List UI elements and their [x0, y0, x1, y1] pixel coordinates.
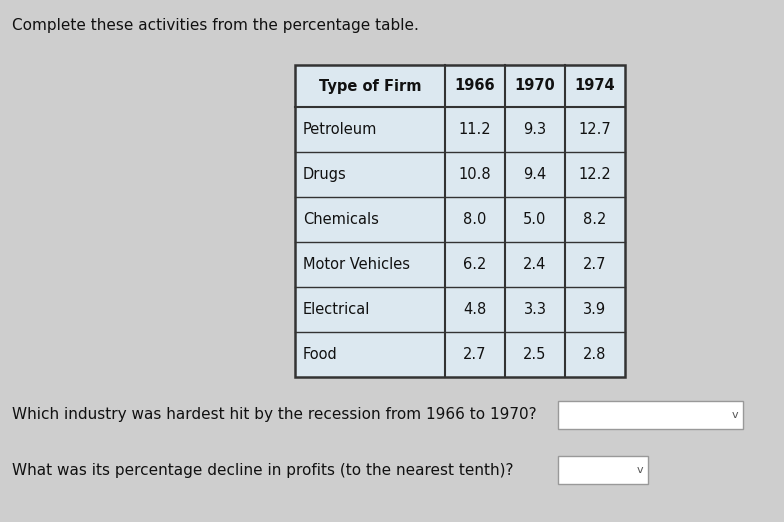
Text: 10.8: 10.8 — [459, 167, 492, 182]
Bar — [295, 65, 625, 377]
Text: Electrical: Electrical — [303, 302, 370, 317]
Text: v: v — [637, 465, 644, 475]
Text: 1970: 1970 — [514, 78, 555, 93]
Text: 11.2: 11.2 — [459, 122, 492, 137]
Text: 12.7: 12.7 — [579, 122, 612, 137]
Text: 6.2: 6.2 — [463, 257, 487, 272]
Text: 8.0: 8.0 — [463, 212, 487, 227]
Text: 3.3: 3.3 — [524, 302, 546, 317]
Text: 9.3: 9.3 — [524, 122, 546, 137]
Text: Complete these activities from the percentage table.: Complete these activities from the perce… — [12, 18, 419, 33]
Text: 2.4: 2.4 — [523, 257, 546, 272]
Text: 9.4: 9.4 — [524, 167, 546, 182]
Text: Chemicals: Chemicals — [303, 212, 379, 227]
Bar — [558, 401, 743, 429]
Text: Drugs: Drugs — [303, 167, 347, 182]
Text: 1966: 1966 — [455, 78, 495, 93]
Text: 2.7: 2.7 — [463, 347, 487, 362]
Text: Motor Vehicles: Motor Vehicles — [303, 257, 410, 272]
Bar — [558, 456, 648, 484]
Text: 2.5: 2.5 — [523, 347, 546, 362]
Text: 12.2: 12.2 — [579, 167, 612, 182]
Text: Food: Food — [303, 347, 338, 362]
Bar — [295, 65, 625, 377]
Text: 4.8: 4.8 — [463, 302, 487, 317]
Text: 2.7: 2.7 — [583, 257, 607, 272]
Text: What was its percentage decline in profits (to the nearest tenth)?: What was its percentage decline in profi… — [12, 462, 514, 478]
Text: 8.2: 8.2 — [583, 212, 607, 227]
Text: Type of Firm: Type of Firm — [319, 78, 421, 93]
Text: Petroleum: Petroleum — [303, 122, 377, 137]
Text: 2.8: 2.8 — [583, 347, 607, 362]
Text: Which industry was hardest hit by the recession from 1966 to 1970?: Which industry was hardest hit by the re… — [12, 408, 536, 422]
Text: 1974: 1974 — [575, 78, 615, 93]
Text: 3.9: 3.9 — [583, 302, 607, 317]
Text: 5.0: 5.0 — [523, 212, 546, 227]
Text: v: v — [731, 410, 739, 420]
